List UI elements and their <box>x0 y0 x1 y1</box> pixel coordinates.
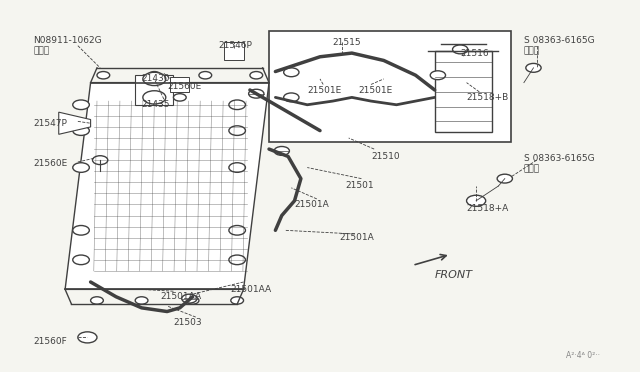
Circle shape <box>526 63 541 72</box>
Circle shape <box>73 126 90 135</box>
Circle shape <box>250 71 262 79</box>
Text: 21501: 21501 <box>346 182 374 190</box>
Circle shape <box>97 71 109 79</box>
Text: S 08363-6165G
（１）: S 08363-6165G （１） <box>524 154 595 174</box>
Text: 21547P: 21547P <box>33 119 67 128</box>
Circle shape <box>274 147 289 155</box>
Text: 21560F: 21560F <box>33 337 67 346</box>
Bar <box>435 51 492 132</box>
Circle shape <box>182 294 197 303</box>
Circle shape <box>91 297 103 304</box>
Circle shape <box>497 174 513 183</box>
Circle shape <box>284 68 299 77</box>
Text: 21546P: 21546P <box>218 41 252 50</box>
Text: 21518+B: 21518+B <box>467 93 509 102</box>
Text: 21516: 21516 <box>460 49 489 58</box>
Text: FRONT: FRONT <box>435 270 473 280</box>
Bar <box>135 75 173 105</box>
Circle shape <box>229 255 246 264</box>
Text: 21501AA: 21501AA <box>161 292 202 301</box>
Circle shape <box>73 100 90 110</box>
Circle shape <box>284 93 299 102</box>
Text: 21560E: 21560E <box>167 82 202 91</box>
Text: 21515: 21515 <box>333 38 362 46</box>
Circle shape <box>78 332 97 343</box>
Text: 21435: 21435 <box>141 100 170 109</box>
Text: 21501E: 21501E <box>307 86 342 94</box>
Circle shape <box>73 163 90 172</box>
Circle shape <box>229 225 246 235</box>
Polygon shape <box>59 112 91 134</box>
Text: 21501E: 21501E <box>358 86 392 94</box>
Circle shape <box>248 89 264 98</box>
Circle shape <box>186 297 199 304</box>
Circle shape <box>93 156 108 164</box>
Circle shape <box>229 126 246 135</box>
Text: 21501A: 21501A <box>294 200 329 209</box>
Text: N08911-1062G
（２）: N08911-1062G （２） <box>33 36 102 55</box>
Text: 21503: 21503 <box>173 318 202 327</box>
Text: 21430: 21430 <box>141 74 170 83</box>
Bar <box>225 42 244 61</box>
Circle shape <box>73 225 90 235</box>
Text: 21510: 21510 <box>371 152 399 161</box>
Circle shape <box>135 297 148 304</box>
Bar <box>170 77 189 92</box>
Text: 21560E: 21560E <box>33 159 67 169</box>
Circle shape <box>229 163 246 172</box>
Circle shape <box>173 94 186 101</box>
Text: A²·4ᴬ 0²··: A²·4ᴬ 0²·· <box>566 350 600 359</box>
Text: 21501AA: 21501AA <box>231 285 272 294</box>
Circle shape <box>430 71 445 80</box>
Bar <box>269 31 511 142</box>
Circle shape <box>143 72 166 86</box>
Circle shape <box>148 71 161 79</box>
Circle shape <box>231 297 244 304</box>
Text: S 08363-6165G
（１）: S 08363-6165G （１） <box>524 36 595 55</box>
Polygon shape <box>65 83 269 289</box>
Circle shape <box>143 91 166 104</box>
Text: 21518+A: 21518+A <box>467 203 509 213</box>
Circle shape <box>199 71 212 79</box>
Circle shape <box>229 100 246 110</box>
Text: 21501A: 21501A <box>339 233 374 242</box>
Circle shape <box>73 255 90 264</box>
Circle shape <box>467 195 486 206</box>
Circle shape <box>452 45 468 54</box>
